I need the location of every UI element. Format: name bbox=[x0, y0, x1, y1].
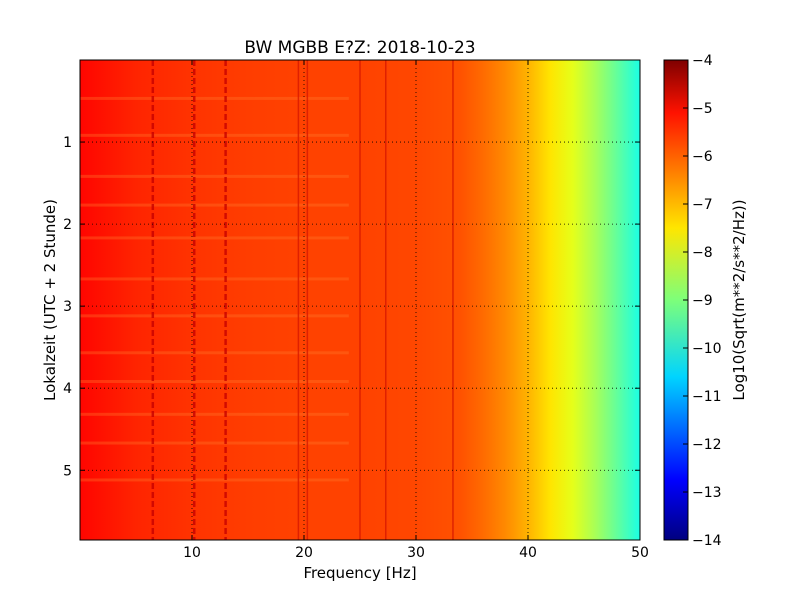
time-stripe bbox=[80, 412, 349, 416]
colorbar-tick-label: −10 bbox=[692, 341, 722, 357]
x-tick-label: 30 bbox=[407, 545, 425, 561]
time-stripe bbox=[80, 314, 349, 318]
chart-title: BW MGBB E?Z: 2018-10-23 bbox=[244, 38, 475, 58]
colorbar-tick-label: −4 bbox=[692, 53, 713, 69]
y-tick-label: 1 bbox=[63, 135, 72, 151]
plot-frame bbox=[79, 59, 641, 541]
colorbar-tick-label: −12 bbox=[692, 437, 722, 453]
colorbar-tick-label: −9 bbox=[692, 293, 713, 309]
time-stripe bbox=[80, 236, 349, 240]
time-stripe bbox=[80, 478, 349, 482]
x-tick-label: 10 bbox=[183, 545, 201, 561]
colorbar-tick-label: −14 bbox=[692, 533, 722, 549]
colorbar-tick-label: −6 bbox=[692, 149, 713, 165]
y-tick-label: 2 bbox=[63, 217, 72, 233]
y-tick-label: 4 bbox=[63, 381, 72, 397]
x-tick-label: 50 bbox=[631, 545, 649, 561]
x-tick-label: 40 bbox=[519, 545, 537, 561]
time-stripe bbox=[80, 441, 349, 445]
time-stripe bbox=[80, 174, 349, 178]
colorbar-tick-label: −7 bbox=[692, 197, 713, 213]
x-axis-ticks: 10 20 30 40 50 bbox=[183, 60, 649, 561]
x-axis-label: Frequency [Hz] bbox=[303, 564, 416, 582]
time-stripe bbox=[80, 380, 349, 383]
colorbar: −4 −5 −6 −7 −8 −9 −10 −11 −12 −13 −14 Log10(Sqrt(m… bbox=[663, 53, 748, 549]
time-stripe bbox=[80, 96, 349, 100]
colorbar-ticks: −4 −5 −6 −7 −8 −9 −10 −11 −12 −13 −14 bbox=[683, 53, 722, 549]
time-stripe bbox=[80, 351, 349, 355]
y-tick-label: 5 bbox=[63, 463, 72, 479]
time-stripes-layer bbox=[80, 96, 349, 482]
time-stripe bbox=[80, 277, 349, 281]
plot-area: 10 20 30 40 50 1 2 3 4 5 bbox=[63, 59, 649, 561]
y-tick-label: 3 bbox=[63, 299, 72, 315]
colorbar-tick-label: −13 bbox=[692, 485, 722, 501]
y-axis-ticks: 1 2 3 4 5 bbox=[63, 135, 640, 479]
time-stripe bbox=[80, 133, 349, 137]
grid-layer bbox=[80, 60, 640, 540]
x-tick-label: 20 bbox=[295, 545, 313, 561]
spectral-lines-layer bbox=[151, 60, 454, 540]
time-stripe bbox=[80, 203, 349, 207]
colorbar-label: Log10(Sqrt(m**2/s**2/Hz)) bbox=[730, 199, 748, 400]
colorbar-tick-label: −5 bbox=[692, 101, 713, 117]
y-axis-label: Lokalzeit (UTC + 2 Stunde) bbox=[41, 199, 59, 401]
colorbar-tick-label: −11 bbox=[692, 389, 722, 405]
colorbar-tick-label: −8 bbox=[692, 245, 713, 261]
